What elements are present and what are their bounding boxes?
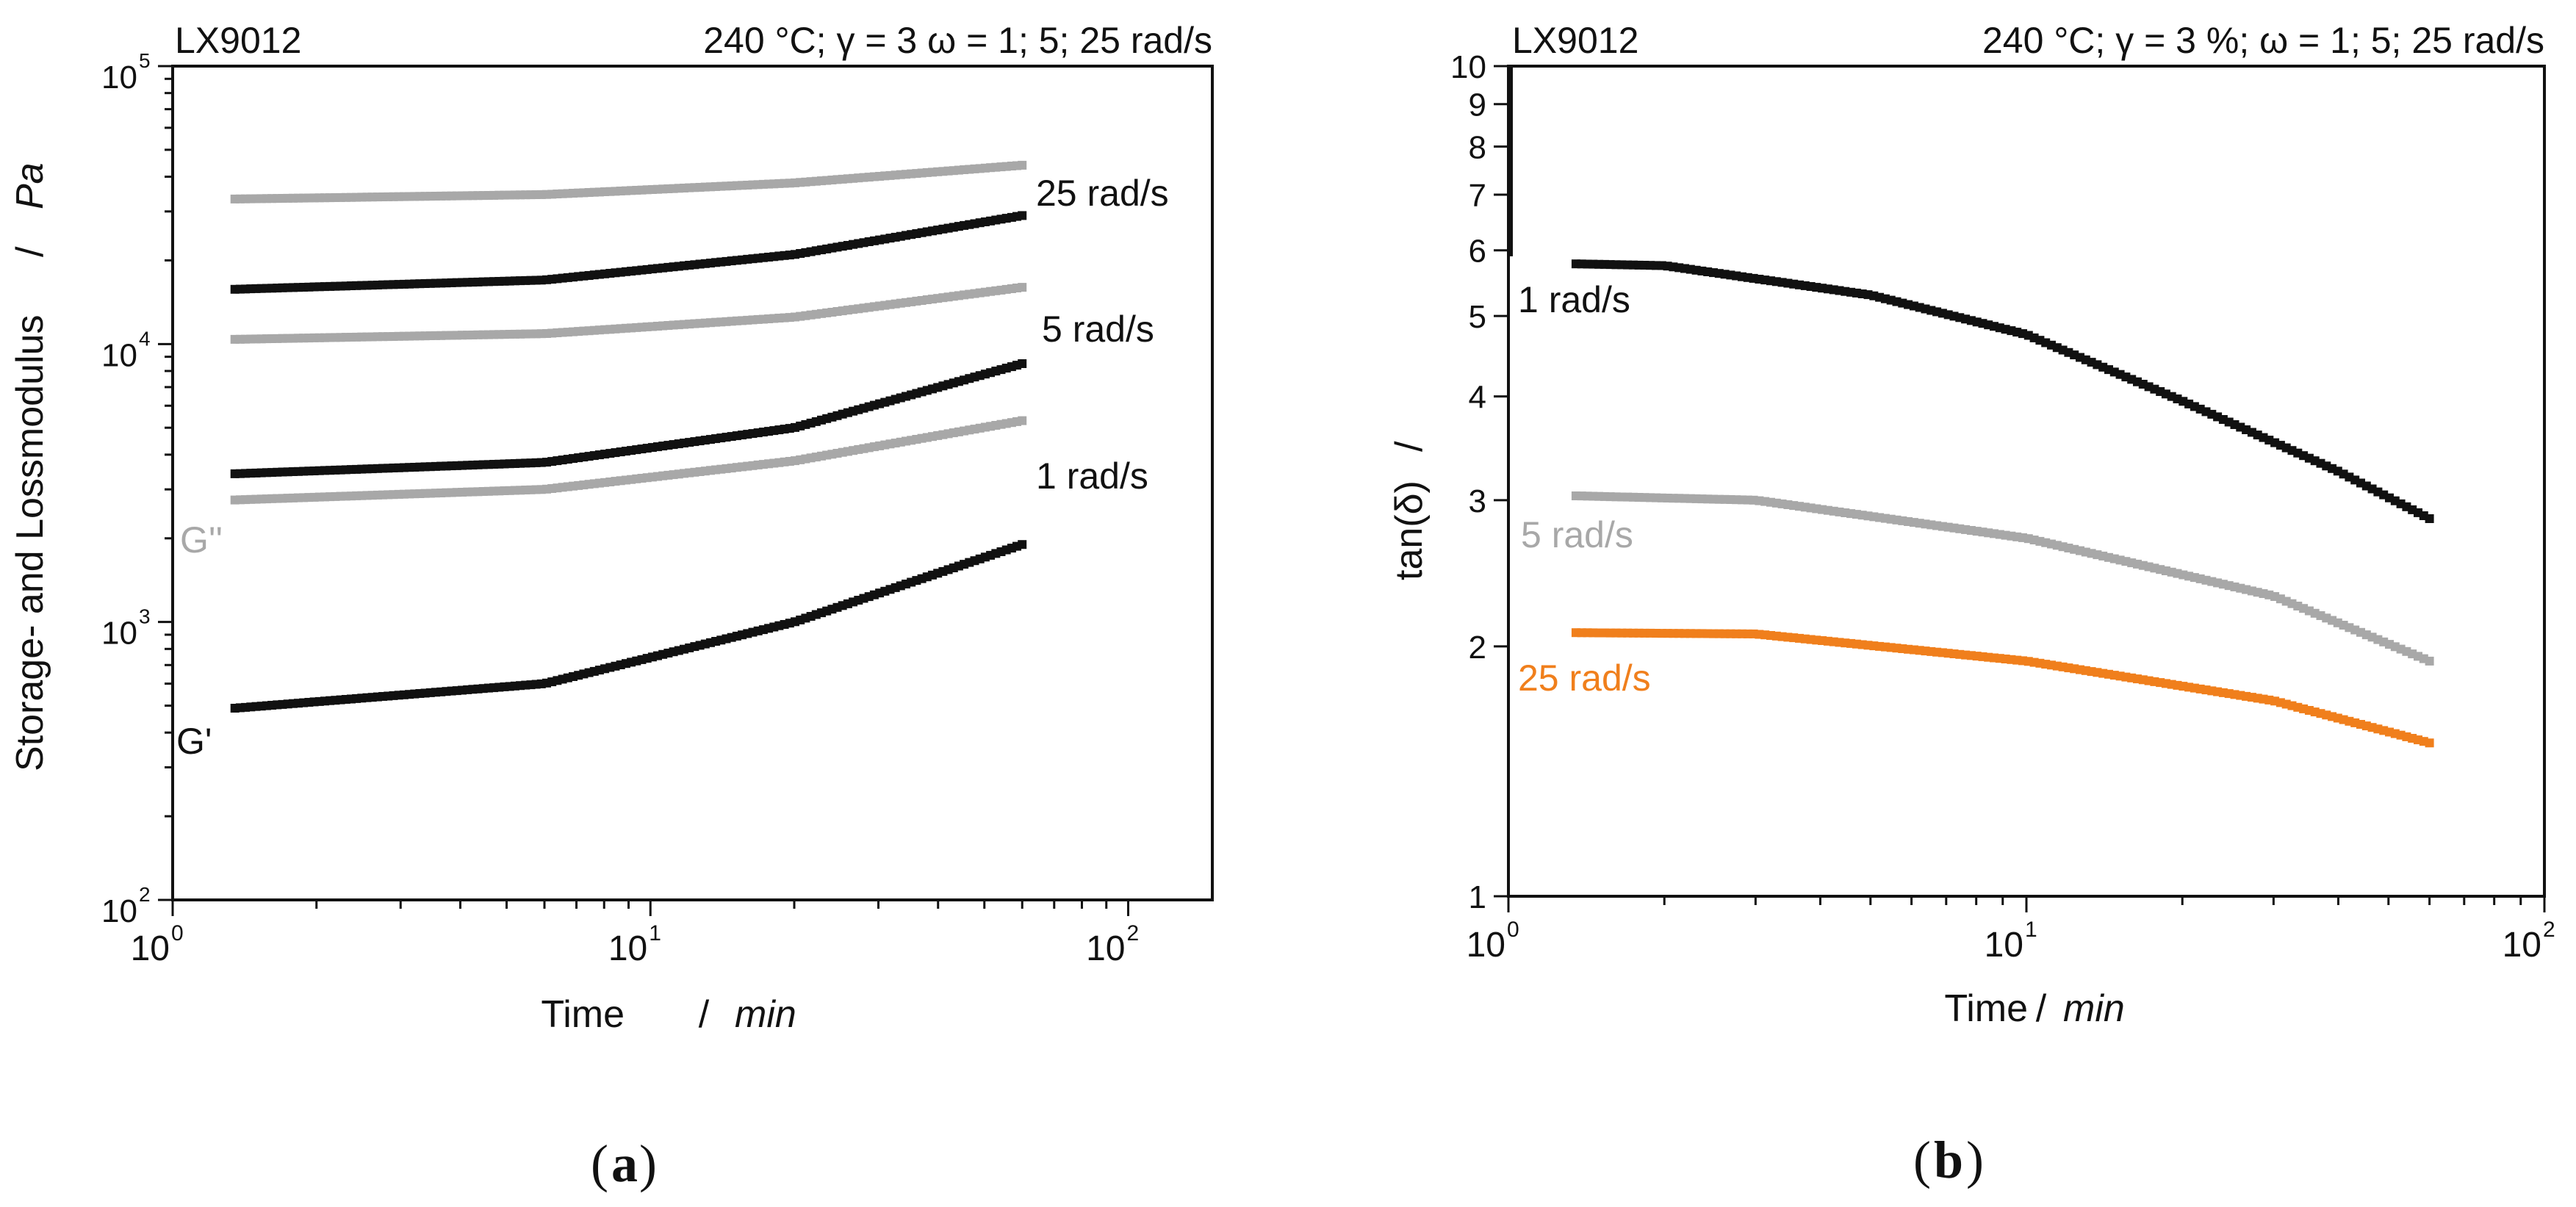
data-point (1018, 211, 1027, 220)
panel-a-caption-open: ( (591, 1134, 608, 1193)
data-point (1018, 359, 1027, 368)
y-tick-exponent: 5 (139, 49, 151, 72)
panel-a-marks (230, 160, 1027, 713)
data-point (690, 183, 699, 192)
data-point (1018, 283, 1027, 292)
data-point (2121, 372, 2131, 382)
y-tick-exponent: 4 (139, 327, 151, 350)
y-tick-label: 5 (1469, 299, 1486, 335)
panel-a-label-g-prime: G' (176, 721, 212, 762)
y-tick-label: 1 (1469, 879, 1486, 915)
panel-a-x-axis-unit: min (735, 993, 796, 1036)
panel-b-y-axis-separator: / (1388, 441, 1431, 452)
data-point (2425, 514, 2434, 523)
panel-a-caption-close: ) (639, 1134, 657, 1193)
panel-b-y-ticks: 1 2 3 4 5 6 7 8 910 (1450, 49, 1508, 915)
panel-a-x-ticks: 10 0 10 1 10 2 (131, 900, 1139, 968)
panel-b-x-axis-unit: min (2063, 987, 2125, 1030)
panel-a-series-3 (230, 359, 1027, 478)
data-point (642, 185, 652, 195)
panel-a-caption-letter: a (611, 1134, 638, 1193)
x-tick-exponent: 0 (1507, 918, 1519, 942)
data-point (769, 179, 779, 189)
panel-b-caption-open: ( (1913, 1131, 1931, 1189)
x-tick-label: 10 (608, 929, 647, 968)
panel-b-sample-name: LX9012 (1512, 20, 1638, 61)
panel-a-label-g-double-prime: G'' (180, 519, 223, 561)
y-tick-label: 3 (1469, 483, 1486, 519)
panel-b-series-2 (1571, 628, 2434, 748)
y-tick-label: 10 (101, 893, 137, 929)
y-tick-label: 10 (101, 337, 137, 373)
panel-b-caption-letter: b (1934, 1131, 1963, 1189)
panel-a-x-axis-separator: / (699, 993, 710, 1036)
panel-a-y-axis-unit: Pa (9, 162, 51, 209)
y-tick-label: 7 (1469, 178, 1486, 214)
data-point (627, 186, 636, 195)
panel-a-y-axis-separator: / (9, 246, 51, 257)
data-point (1018, 540, 1027, 550)
x-tick-exponent: 1 (2025, 918, 2037, 942)
panel-b-plot-frame (1507, 65, 2546, 898)
x-tick-exponent: 2 (2543, 918, 2555, 942)
x-tick-exponent: 1 (649, 921, 661, 945)
panel-b-label-25-rad-s: 25 rad/s (1518, 657, 1651, 699)
data-point (753, 180, 763, 190)
y-tick-label: 10 (101, 60, 137, 96)
x-tick-exponent: 2 (1126, 921, 1139, 945)
panel-a-x-axis-label: Time (541, 993, 625, 1036)
y-tick-label: 4 (1469, 380, 1486, 416)
panel-b-conditions: 240 °C; γ = 3 %; ω = 1; 5; 25 rad/s (1982, 20, 2544, 61)
y-tick-exponent: 2 (139, 883, 151, 906)
panel-a-label-5-rad-s: 5 rad/s (1042, 309, 1154, 350)
y-tick-label: 10 (1450, 49, 1486, 85)
panel-b-x-axis-separator: / (2036, 987, 2047, 1030)
panel-b-x-ticks: 10 0 10 1 10 2 (1467, 896, 2555, 965)
x-tick-label: 10 (2503, 926, 2541, 965)
panel-a-conditions: 240 °C; γ = 3 ω = 1; 5; 25 rad/s (703, 20, 1212, 61)
panel-a-series-0 (230, 160, 1027, 203)
x-tick-label: 10 (1985, 926, 2023, 965)
panel-a-sample-name: LX9012 (175, 20, 301, 61)
y-tick-label: 2 (1469, 630, 1486, 666)
panel-a-series-1 (230, 211, 1027, 294)
x-tick-label: 10 (1467, 926, 1505, 965)
panel-b-label-5-rad-s: 5 rad/s (1521, 514, 1633, 555)
data-point (722, 181, 731, 191)
panel-a-label-25-rad-s: 25 rad/s (1036, 173, 1169, 214)
panel-a-series-2 (230, 283, 1027, 344)
y-tick-label: 9 (1469, 87, 1486, 123)
panel-b-caption-close: ) (1966, 1131, 1984, 1189)
panel-a-series-4 (230, 416, 1027, 505)
y-tick-label: 8 (1469, 130, 1486, 166)
x-tick-exponent: 0 (171, 921, 184, 945)
panel-b-series-1 (1571, 491, 2434, 666)
panel-b-label-1-rad-s: 1 rad/s (1518, 279, 1630, 320)
data-point (738, 181, 747, 190)
panel-a-label-1-rad-s: 1 rad/s (1036, 455, 1148, 497)
y-tick-exponent: 3 (139, 605, 151, 628)
data-point (674, 184, 683, 193)
panel-b-marks (1507, 66, 2434, 748)
panel-b-x-axis-label: Time (1944, 987, 2028, 1030)
data-point (706, 182, 715, 192)
data-point (1018, 416, 1027, 425)
y-tick-label: 10 (101, 616, 137, 652)
data-point (2425, 738, 2434, 748)
data-point (658, 184, 668, 194)
panel-b-y-axis-label: tan(δ) (1388, 480, 1431, 580)
panel-b-series-0 (1571, 259, 2434, 523)
panel-a-series-5 (230, 540, 1027, 713)
panel-a-y-axis-label: Storage- and Lossmodulus (9, 315, 51, 772)
data-point (1018, 160, 1027, 170)
panel-a-plot-frame (171, 65, 1214, 901)
y-tick-label: 6 (1469, 234, 1486, 270)
data-point (2425, 656, 2434, 666)
x-tick-label: 10 (1086, 929, 1125, 968)
x-tick-label: 10 (131, 929, 170, 968)
